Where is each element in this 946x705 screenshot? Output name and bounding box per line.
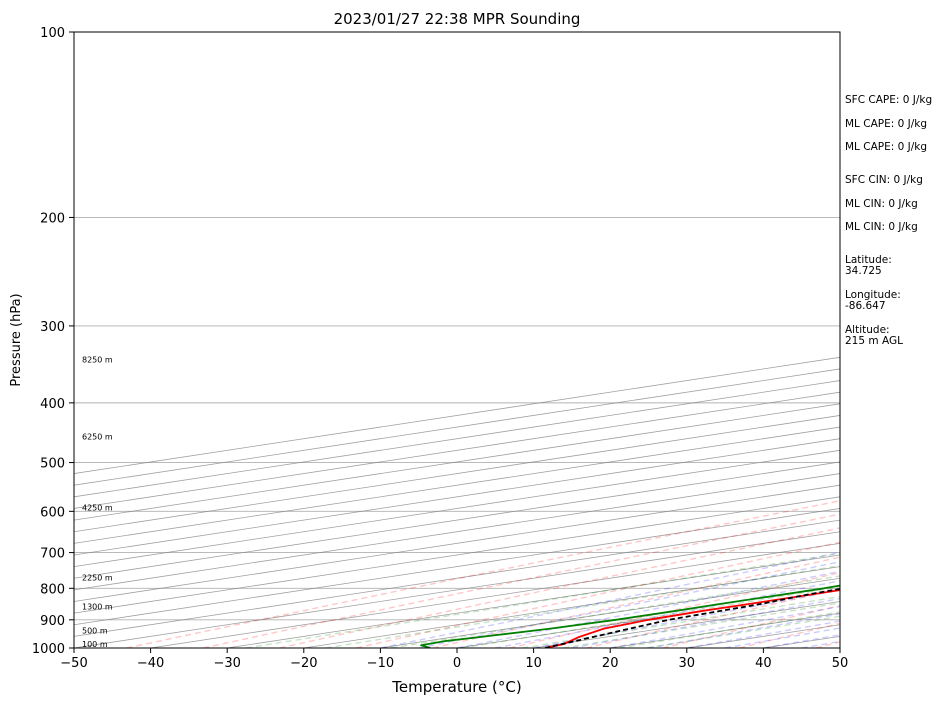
isotherm-line: [74, 496, 840, 614]
isotherm-line: [74, 508, 840, 626]
height-label: 2250 m: [82, 574, 113, 583]
mixing-ratio-line: [522, 595, 840, 648]
dry-adiabat-line: [356, 541, 840, 648]
y-tick-label: 900: [40, 614, 65, 629]
data-series: [420, 584, 840, 648]
height-labels: 100 m 500 m 1300 m 2250 m 4250 m 6250 m 8250 m: [82, 355, 113, 649]
height-label: 8250 m: [82, 355, 113, 364]
x-tick-label: 50: [832, 656, 849, 671]
isotherm-line: [74, 473, 840, 591]
altitude-value: 215 m AGL: [845, 335, 903, 347]
y-tick-label: 500: [40, 457, 65, 472]
parcel-path-line: [544, 587, 840, 648]
isotherm-line: [74, 380, 840, 498]
isotherm-line: [74, 449, 840, 568]
ml-cin-text-2: ML CIN: 0 J/kg: [845, 221, 918, 233]
dry-adiabat-line: [126, 500, 840, 648]
isotherm-line: [227, 554, 840, 648]
isotherm-line: [150, 542, 840, 648]
dewpoint-line: [420, 584, 840, 648]
x-tick-label: −10: [367, 656, 394, 671]
y-tick-label: 700: [40, 547, 65, 562]
ml-cape-text-2: ML CAPE: 0 J/kg: [845, 141, 928, 153]
isotherm-line: [74, 531, 840, 648]
sfc-cin-text: SFC CIN: 0 J/kg: [845, 174, 923, 186]
y-tick-label: 300: [40, 320, 65, 335]
isotherm-line: [74, 391, 840, 509]
mixing-ratio-line: [646, 615, 840, 648]
isotherm-line: [74, 461, 840, 579]
temperature-line: [544, 589, 840, 648]
moist-adiabat-line: [533, 589, 840, 648]
y-axis-label: Pressure (hPa): [9, 293, 24, 386]
longitude-value: -86.647: [845, 300, 886, 312]
height-label: 500 m: [82, 626, 108, 635]
y-tick-label: 800: [40, 582, 65, 597]
chart-title: 2023/01/27 22:38 MPR Sounding: [334, 10, 581, 28]
moist-adiabat-line: [380, 551, 840, 648]
latitude-label: Latitude:: [845, 254, 892, 266]
plot-frame: [73, 31, 841, 649]
isotherm-line: [74, 368, 840, 486]
mixing-ratio-line: [562, 602, 840, 648]
sfc-cape-text: SFC CAPE: 0 J/kg: [845, 94, 933, 106]
moist-adiabat-line: [456, 570, 840, 648]
isotherm-line: [74, 438, 840, 556]
x-tick-label: 10: [525, 656, 542, 671]
height-label: 6250 m: [82, 432, 113, 441]
x-tick-label: 0: [453, 656, 461, 671]
isotherm-line: [74, 519, 840, 637]
x-tick-label: 30: [679, 656, 696, 671]
y-tick-label: 400: [40, 397, 65, 412]
latitude-value: 34.725: [845, 265, 882, 277]
x-tick-label: −40: [137, 656, 164, 671]
mixing-ratio-line: [618, 611, 840, 648]
grid-lines: [74, 32, 840, 648]
x-tick-label: −30: [213, 656, 240, 671]
isotherm-line: [74, 356, 840, 474]
y-tick-label: 1000: [32, 642, 65, 657]
ml-cin-text: ML CIN: 0 J/kg: [845, 198, 918, 210]
height-label: 4250 m: [82, 503, 113, 512]
x-tick-label: −50: [60, 656, 87, 671]
ml-cape-text: ML CAPE: 0 J/kg: [845, 118, 928, 130]
x-tick-label: −20: [290, 656, 317, 671]
mixing-ratio-line: [325, 565, 840, 648]
x-axis-label: Temperature (°C): [391, 678, 521, 696]
mixing-ratio-line: [461, 586, 840, 648]
isotherm-line: [74, 484, 840, 602]
altitude-label: Altitude:: [845, 324, 890, 336]
isotherm-line: [74, 415, 840, 533]
y-tick-label: 200: [40, 211, 65, 226]
isotherm-line: [74, 426, 840, 544]
y-tick-label: 100: [40, 26, 65, 41]
y-tick-label: 600: [40, 505, 65, 520]
isotherm-line: [74, 403, 840, 521]
longitude-label: Longitude:: [845, 289, 901, 301]
height-label: 1300 m: [82, 603, 113, 612]
axis-ticks: −50 −40 −30 −20 −10 0 10 20 30 40 50 1000 900 800 700 6…: [32, 26, 848, 671]
x-tick-label: 20: [602, 656, 619, 671]
x-tick-label: 40: [755, 656, 772, 671]
height-label: 100 m: [82, 640, 108, 649]
